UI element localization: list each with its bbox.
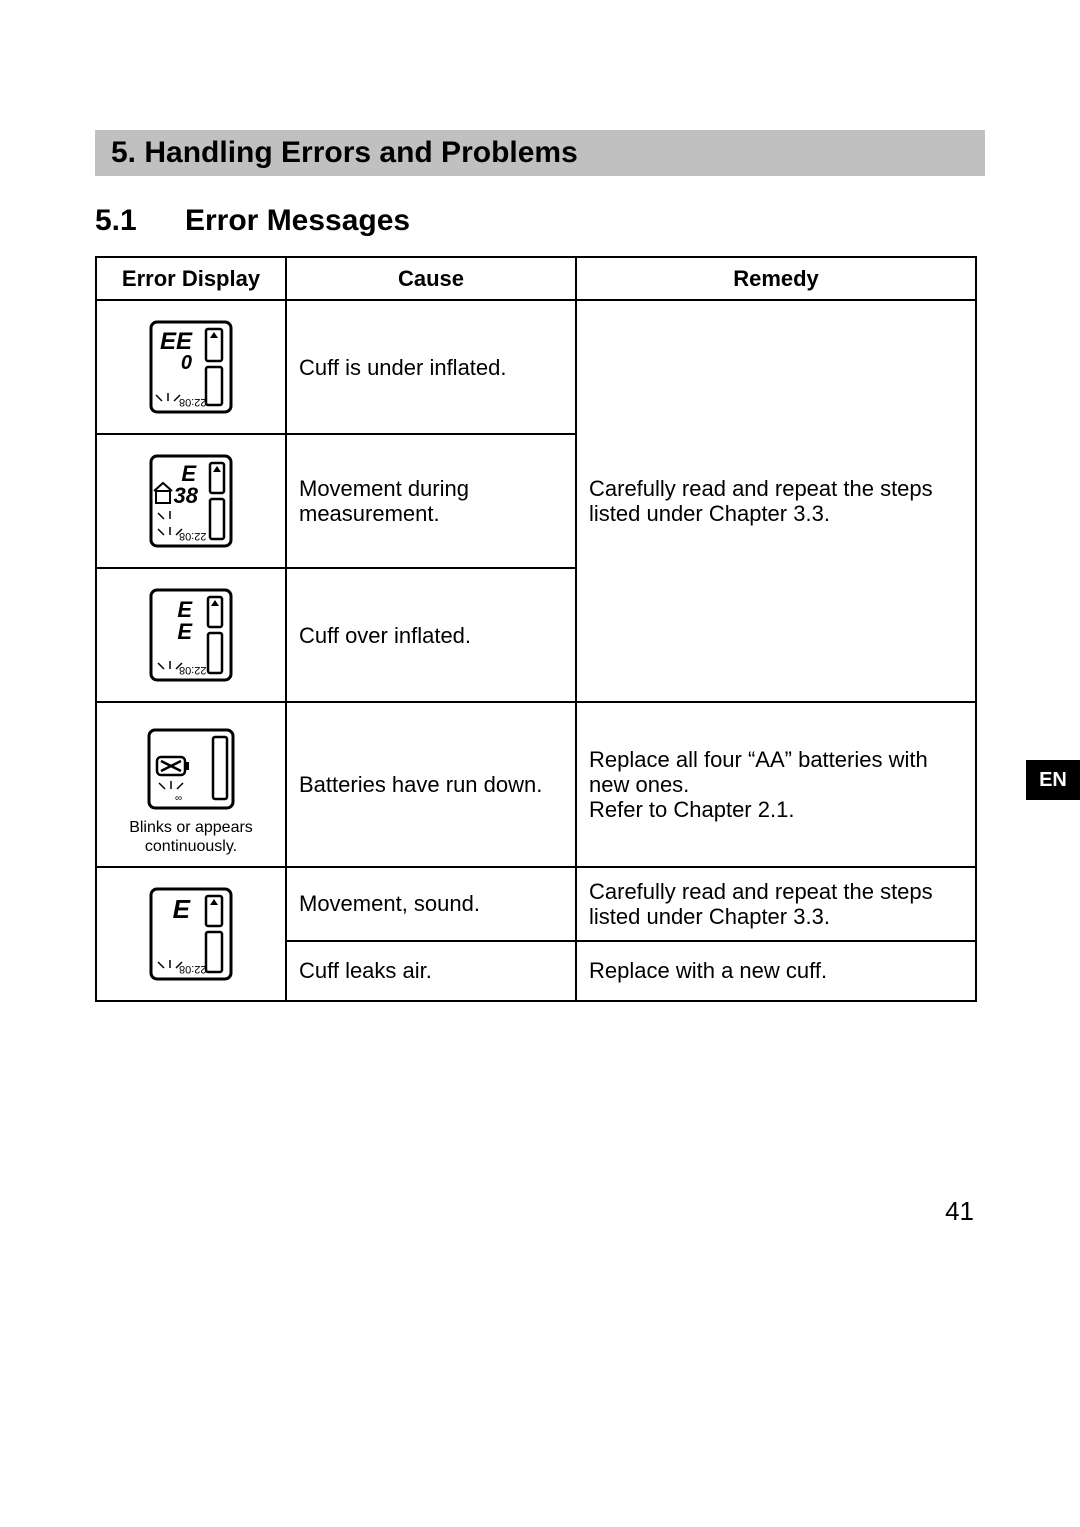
svg-text:0: 0 (181, 352, 192, 374)
svg-text:38: 38 (174, 483, 199, 508)
cause-cell: Cuff is under inflated. (286, 300, 576, 434)
cause-cell: Cuff over inflated. (286, 568, 576, 702)
col-error-display: Error Display (96, 257, 286, 300)
subsection-heading: 5.1Error Messages (95, 204, 985, 238)
subsection-title: Error Messages (185, 204, 410, 237)
language-tab: EN (1026, 760, 1080, 800)
lcd-ee0-icon: EE 0 22:08 (146, 317, 236, 417)
remedy-line: Refer to Chapter 2.1. (589, 797, 794, 822)
svg-text:E: E (177, 619, 193, 644)
cause-cell: Batteries have run down. (286, 702, 576, 867)
remedy-line: Replace all four “AA” batteries with new… (589, 747, 928, 797)
page-number: 41 (945, 1196, 974, 1227)
error-display-cell: E 38 22:08 (96, 434, 286, 568)
svg-text:22:08: 22:08 (179, 963, 207, 975)
table-row: EE 0 22:08 Cuff is under inflated. Caref… (96, 300, 976, 434)
error-messages-table: Error Display Cause Remedy EE 0 (95, 256, 977, 1002)
table-row: ∞ Blinks or appears continuously. Batter… (96, 702, 976, 867)
col-cause: Cause (286, 257, 576, 300)
svg-text:EE: EE (160, 328, 193, 355)
display-caption: Blinks or appears continuously. (109, 819, 273, 856)
section-title: 5. Handling Errors and Problems (95, 130, 985, 176)
error-display-cell: E E 22:08 (96, 568, 286, 702)
svg-text:22:08: 22:08 (179, 530, 207, 542)
remedy-cell: Replace with a new cuff. (576, 941, 976, 1001)
svg-text:22:08: 22:08 (179, 396, 207, 408)
error-display-cell: E 22:08 (96, 867, 286, 1001)
remedy-cell: Carefully read and repeat the steps list… (576, 300, 976, 702)
remedy-cell: Replace all four “AA” batteries with new… (576, 702, 976, 867)
error-display-cell: EE 0 22:08 (96, 300, 286, 434)
svg-text:∞: ∞ (175, 793, 182, 804)
table-row: E 22:08 Movement, sound. Carefully read … (96, 867, 976, 941)
table-header-row: Error Display Cause Remedy (96, 257, 976, 300)
subsection-number: 5.1 (95, 204, 185, 238)
svg-text:E: E (173, 894, 191, 924)
col-remedy: Remedy (576, 257, 976, 300)
lcd-e-icon: E 22:08 (146, 884, 236, 984)
remedy-cell: Carefully read and repeat the steps list… (576, 867, 976, 941)
cause-cell: Movement, sound. (286, 867, 576, 941)
lcd-ee-icon: E E 22:08 (146, 585, 236, 685)
cause-cell: Cuff leaks air. (286, 941, 576, 1001)
cause-cell: Movement during measurement. (286, 434, 576, 568)
lcd-battery-icon: ∞ (141, 725, 241, 815)
svg-text:22:08: 22:08 (179, 664, 207, 676)
error-display-cell: ∞ Blinks or appears continuously. (96, 702, 286, 867)
lcd-e38-icon: E 38 22:08 (146, 451, 236, 551)
